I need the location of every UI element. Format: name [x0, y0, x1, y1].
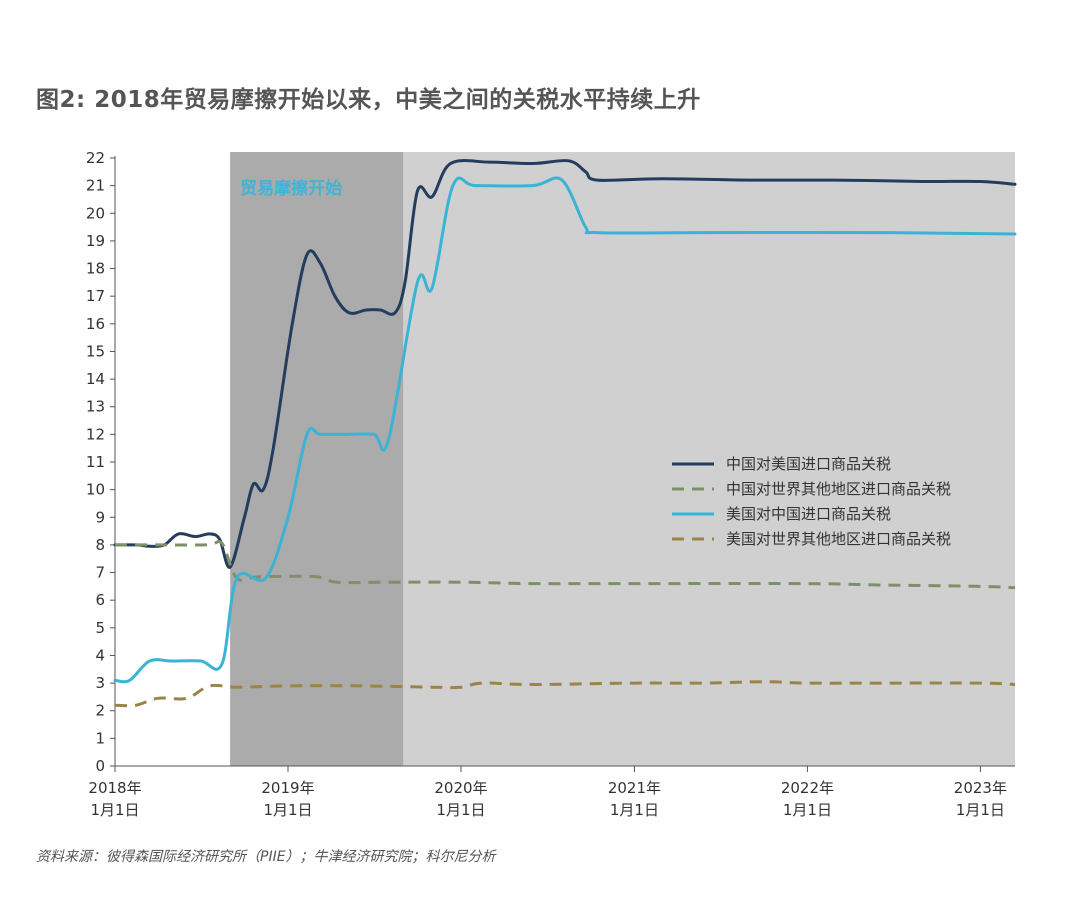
x-tick-label-year: 2020年 — [434, 779, 487, 797]
y-tick-label: 3 — [95, 674, 105, 692]
series-line-1 — [115, 539, 1016, 590]
y-tick-label: 10 — [86, 481, 105, 499]
y-tick-label: 17 — [86, 287, 105, 305]
chart: 贸易摩擦开始 012345678910111213141516171819202… — [86, 149, 1017, 819]
x-tick-label-date: 1月1日 — [956, 801, 1005, 819]
shaded-regions: 贸易摩擦开始 — [230, 152, 1015, 766]
y-tick-label: 14 — [86, 370, 105, 388]
legend-label-0: 中国对美国进口商品关税 — [726, 455, 891, 473]
x-tick-label-date: 1月1日 — [90, 801, 139, 819]
y-tick-label: 8 — [95, 536, 105, 554]
x-tick-label-date: 1月1日 — [610, 801, 659, 819]
x-tick-label-date: 1月1日 — [263, 801, 312, 819]
source-note: 资料来源：彼得森国际经济研究所（PIIE）；牛津经济研究院；科尔尼分析 — [36, 849, 496, 865]
y-tick-label: 15 — [86, 342, 105, 360]
y-tick-label: 13 — [86, 398, 105, 416]
y-tick-label: 21 — [86, 177, 105, 195]
legend-label-3: 美国对世界其他地区进口商品关税 — [726, 530, 951, 548]
y-tick-label: 12 — [86, 425, 105, 443]
y-tick-label: 7 — [95, 564, 105, 582]
legend: 中国对美国进口商品关税中国对世界其他地区进口商品关税美国对中国进口商品关税美国对… — [672, 455, 951, 548]
y-tick-label: 22 — [86, 149, 105, 167]
y-tick-label: 5 — [95, 619, 105, 637]
x-axis: 2018年 1月1日 2019年 1月1日 2020年 1月1日 2021年 1月1日 2022… — [88, 765, 1015, 819]
series-lines — [113, 159, 1017, 708]
x-tick-label-year: 2022年 — [781, 779, 834, 797]
legend-label-1: 中国对世界其他地区进口商品关税 — [726, 480, 951, 498]
legend-label-2: 美国对中国进口商品关税 — [726, 505, 891, 523]
x-tick-label-year: 2021年 — [608, 779, 661, 797]
series-line-3 — [114, 680, 1016, 708]
shaded-region-1 — [230, 152, 404, 766]
y-tick-label: 20 — [86, 204, 105, 222]
x-tick-label-year: 2023年 — [954, 779, 1007, 797]
y-tick-label: 16 — [86, 315, 105, 333]
y-tick-label: 6 — [95, 591, 105, 609]
y-tick-label: 0 — [95, 757, 105, 775]
chart-title: 图2: 2018年贸易摩擦开始以来，中美之间的关税水平持续上升 — [36, 87, 701, 113]
y-tick-label: 2 — [95, 702, 105, 720]
x-tick-label-date: 1月1日 — [436, 801, 485, 819]
y-tick-label: 18 — [86, 260, 105, 278]
series-line-0 — [113, 159, 1017, 569]
series-line-2 — [113, 176, 1017, 684]
x-tick-label-year: 2019年 — [261, 779, 314, 797]
x-tick-label-year: 2018年 — [88, 779, 141, 797]
x-tick-label-date: 1月1日 — [783, 801, 832, 819]
y-tick-label: 1 — [95, 729, 105, 747]
y-tick-label: 11 — [86, 453, 105, 471]
y-tick-label: 9 — [95, 508, 105, 526]
y-tick-label: 4 — [95, 646, 105, 664]
trade-friction-label: 贸易摩擦开始 — [240, 178, 342, 199]
y-tick-label: 19 — [86, 232, 105, 250]
